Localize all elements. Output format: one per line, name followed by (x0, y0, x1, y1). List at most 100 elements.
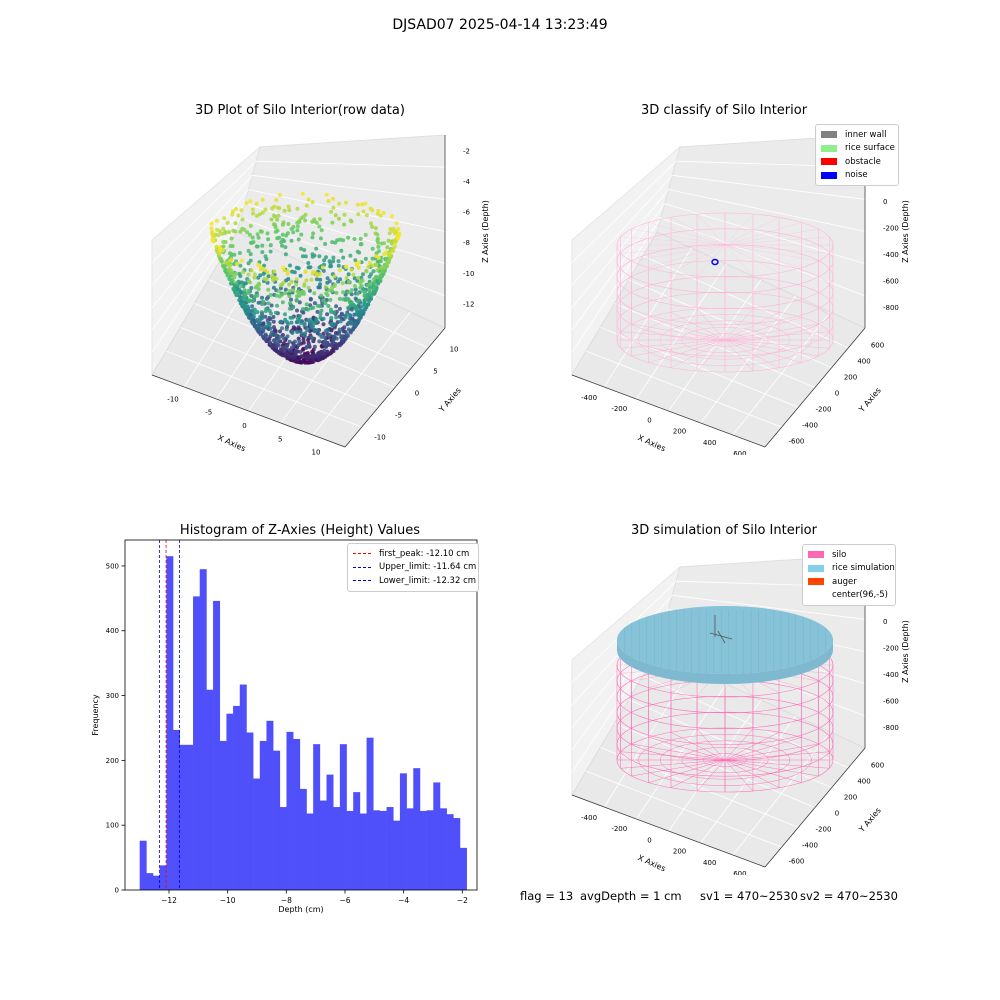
data-point (266, 237, 271, 242)
status-avg-depth: avgDepth = 1 cm (580, 889, 682, 903)
p1-ytick-label: 5 (433, 367, 437, 375)
data-point (346, 327, 351, 332)
data-point (285, 334, 290, 339)
data-point (248, 199, 253, 204)
silo-floor-spoke (620, 331, 726, 341)
simulation-legend-swatch (808, 591, 824, 599)
data-point (286, 204, 291, 209)
data-point (390, 248, 394, 253)
data-point (273, 229, 278, 234)
p2-xtick-label: -400 (581, 394, 597, 402)
histogram-legend-item: Upper_limit: -11.64 cm (353, 561, 476, 575)
p1-x-axis-label: X Axies (216, 433, 247, 453)
histogram-bar (286, 731, 294, 890)
data-point (366, 283, 370, 288)
silo-floor-spoke (724, 759, 802, 783)
p4-ztick-label: -600 (883, 697, 899, 705)
histogram-bar (173, 729, 180, 890)
data-point (323, 328, 328, 333)
data-point (248, 224, 253, 228)
classify-legend: inner wall rice surface obstacle noise (815, 124, 899, 186)
p4-z-axis-label: Z Axies (Depth) (901, 620, 910, 683)
data-point (323, 242, 328, 246)
silo-floor-ring (681, 326, 769, 354)
data-point (298, 314, 303, 318)
data-point (275, 340, 280, 345)
silo-floor-spoke (724, 728, 754, 761)
data-point (318, 277, 323, 282)
data-point (371, 277, 376, 282)
panel2-title: 3D classify of Silo Interior (640, 103, 808, 118)
data-point (311, 353, 316, 358)
data-point (229, 268, 233, 273)
p4-y-axis-line (764, 747, 866, 868)
data-point (385, 245, 390, 250)
p1-ytick-label: -5 (395, 412, 402, 420)
data-point (274, 293, 279, 298)
data-point (317, 339, 322, 344)
data-point (266, 287, 271, 292)
data-point (353, 258, 358, 263)
data-point (228, 263, 233, 268)
data-point (287, 294, 292, 299)
data-point (281, 280, 286, 285)
data-point (275, 217, 280, 222)
classify-legend-label: obstacle (845, 156, 881, 167)
data-point (269, 217, 274, 222)
panel3-title: Histogram of Z-Axies (Height) Values (179, 523, 421, 538)
data-point (357, 250, 362, 255)
data-point (252, 272, 257, 277)
data-point (289, 349, 294, 354)
data-point (238, 263, 243, 268)
p2-ztick-label: -200 (883, 225, 899, 233)
data-point (215, 227, 219, 232)
data-point (295, 220, 300, 225)
p4-ytick-label: 200 (844, 793, 857, 801)
silo-roof-spoke (724, 244, 819, 262)
data-point (351, 272, 356, 277)
data-point (280, 353, 285, 358)
status-sv1: sv1 = 470~2530 (700, 889, 798, 903)
data-point (301, 337, 306, 342)
data-point (287, 289, 292, 293)
data-point (274, 198, 279, 202)
data-point (358, 308, 363, 313)
p4-x-axis-line (571, 794, 766, 868)
data-point (268, 341, 273, 345)
p1-ztick-label: -8 (463, 239, 470, 247)
data-point (252, 311, 257, 316)
data-point (283, 245, 288, 250)
data-point (375, 268, 380, 273)
data-point (288, 263, 292, 268)
p4-rice-surface (617, 606, 833, 684)
data-point (289, 227, 294, 231)
data-point (221, 226, 226, 231)
data-point (338, 319, 343, 324)
data-point (378, 213, 383, 218)
simulation-legend-item: auger (808, 575, 890, 589)
data-point (280, 232, 285, 237)
data-point (298, 329, 303, 334)
data-point (369, 221, 373, 226)
histogram-bar (406, 808, 414, 890)
data-point (317, 254, 322, 259)
data-point (281, 345, 286, 350)
p4-ytick-label: 0 (835, 810, 839, 818)
data-point (321, 268, 326, 273)
classify-legend-swatch (821, 131, 837, 139)
data-point (325, 312, 330, 317)
classify-legend-swatch (821, 171, 837, 179)
data-point (287, 306, 292, 311)
data-point (256, 300, 261, 305)
data-point (234, 281, 239, 286)
x-tick-label: −6 (339, 896, 350, 905)
data-point (330, 220, 335, 225)
silo-roof-spoke (648, 244, 726, 268)
silo-roof-spoke (670, 244, 726, 273)
data-point (312, 253, 317, 258)
data-point (334, 336, 339, 341)
histogram-legend-item: first_peak: -12.10 cm (353, 547, 473, 561)
data-point (331, 259, 336, 264)
data-point (358, 280, 363, 285)
p1-z-axis-label: Z Axies (Depth) (481, 200, 490, 263)
